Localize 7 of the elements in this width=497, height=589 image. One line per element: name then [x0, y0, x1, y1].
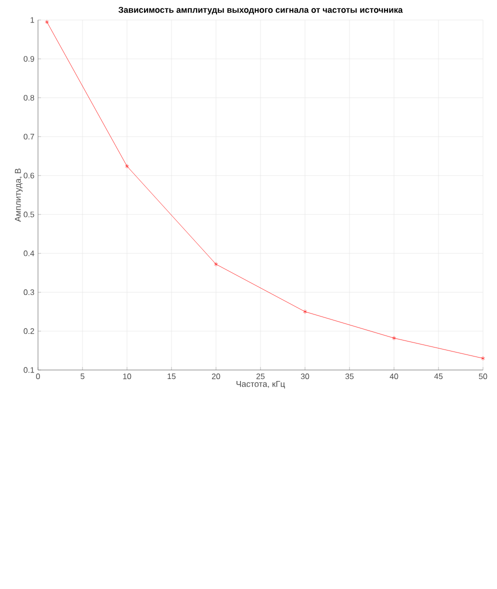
- x-axis-title: Частота, кГц: [236, 381, 285, 389]
- point: [125, 164, 129, 168]
- chart-title: Зависимость амплитуды выходного сигнала от частоты источника: [118, 6, 403, 14]
- point: [392, 336, 396, 340]
- point: [214, 262, 218, 266]
- point: [303, 309, 307, 314]
- y-axis-title: Амплитуда, В: [14, 168, 23, 222]
